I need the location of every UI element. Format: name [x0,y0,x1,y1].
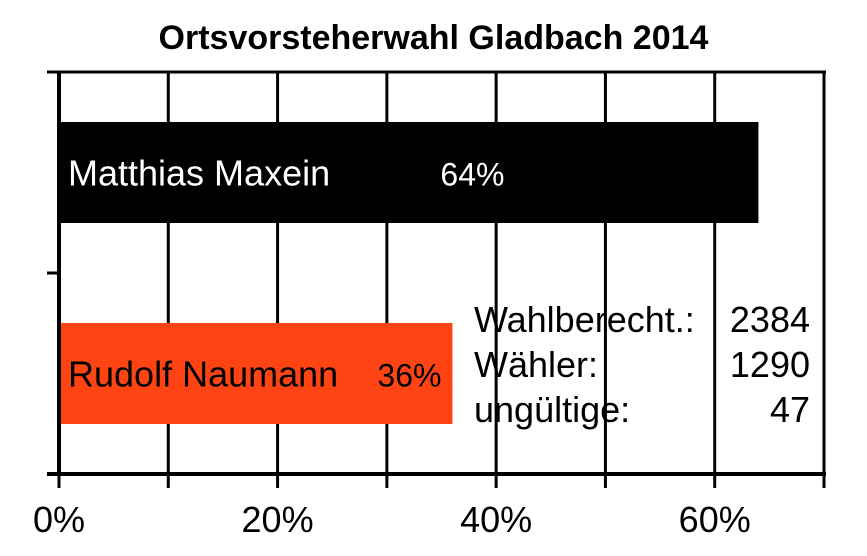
stats-value-eligible: 2384 [729,299,810,340]
bar-value-label: 36% [377,358,441,394]
stats-row-eligible: Wahlberecht.: 2384 [474,297,810,342]
x-tick-label: 60% [679,499,751,540]
election-stats: Wahlberecht.: 2384 Wähler: 1290 ungültig… [474,297,810,432]
stats-label-invalid: ungültige: [474,389,631,430]
bar [59,122,759,223]
bar [59,323,453,424]
stats-value-voters: 1290 [729,344,810,385]
stats-label-voters: Wähler: [474,344,599,385]
x-tick-label: 40% [460,499,532,540]
bar-category-label: Rudolf Naumann [68,354,338,395]
stats-label-eligible: Wahlberecht.: [474,299,695,340]
chart-title: Ortsvorsteherwahl Gladbach 2014 [158,19,709,57]
x-tick-label: 0% [33,499,85,540]
stats-row-voters: Wähler: 1290 [474,342,810,387]
bar-category-label: Matthias Maxein [68,153,330,194]
bar-value-label: 64% [440,157,504,193]
stats-row-invalid: ungültige: 47 [474,387,810,432]
stats-value-invalid: 47 [769,389,810,430]
x-tick-label: 20% [242,499,314,540]
